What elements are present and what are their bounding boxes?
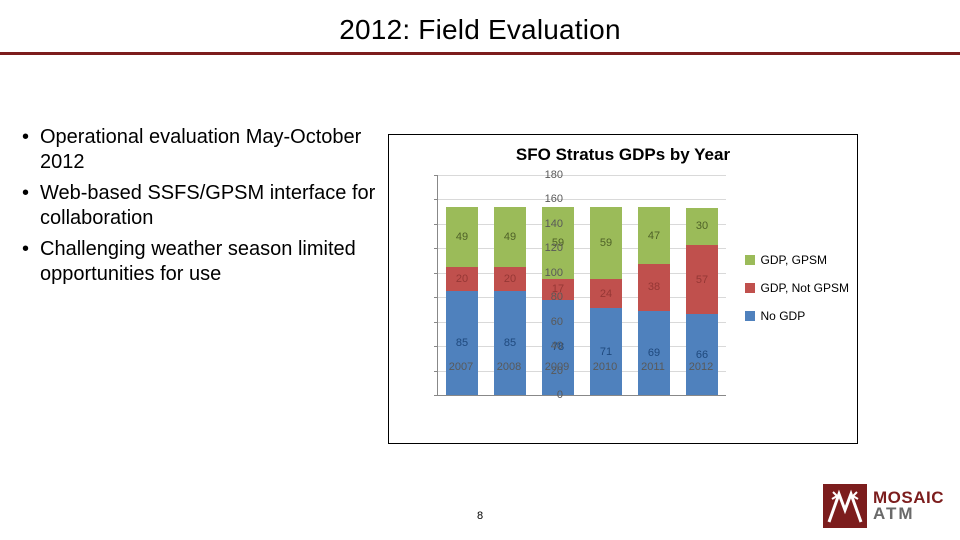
- bar-value-label: 85: [446, 337, 478, 349]
- x-tick-label: 2010: [589, 361, 621, 373]
- chart-container: SFO Stratus GDPs by Year 852049852049781…: [388, 134, 858, 444]
- legend-label: GDP, Not GPSM: [761, 281, 849, 295]
- gridline: [438, 273, 726, 274]
- bar-value-label: 30: [686, 220, 718, 232]
- legend-item: No GDP: [745, 309, 849, 323]
- y-tick-label: 180: [523, 169, 563, 181]
- legend-label: No GDP: [761, 309, 806, 323]
- title-rule: [0, 52, 960, 55]
- logo-line2: ATM: [873, 506, 944, 522]
- mosaic-logo: MOSAIC ATM: [823, 484, 944, 528]
- y-tick: [434, 199, 438, 200]
- x-tick-label: 2012: [685, 361, 717, 373]
- logo-text: MOSAIC ATM: [873, 490, 944, 522]
- bar-value-label: 38: [638, 281, 670, 293]
- page-number: 8: [477, 510, 483, 522]
- y-tick: [434, 322, 438, 323]
- y-tick-label: 100: [523, 267, 563, 279]
- x-tick-label: 2009: [541, 361, 573, 373]
- y-tick: [434, 224, 438, 225]
- bar-value-label: 47: [638, 230, 670, 242]
- y-tick: [434, 346, 438, 347]
- legend-swatch-icon: [745, 283, 755, 293]
- chart-legend: GDP, GPSM GDP, Not GPSM No GDP: [745, 253, 849, 337]
- bullet-list: Operational evaluation May-October 2012 …: [18, 125, 388, 293]
- y-tick: [434, 175, 438, 176]
- y-tick-label: 160: [523, 193, 563, 205]
- y-tick: [434, 371, 438, 372]
- chart-title: SFO Stratus GDPs by Year: [389, 145, 857, 165]
- legend-swatch-icon: [745, 255, 755, 265]
- bullet-item: Operational evaluation May-October 2012: [18, 125, 388, 175]
- y-tick-label: 80: [523, 291, 563, 303]
- gridline: [438, 248, 726, 249]
- y-tick-label: 0: [523, 389, 563, 401]
- bar-value-label: 20: [494, 273, 526, 285]
- legend-label: GDP, GPSM: [761, 253, 827, 267]
- chart-plot-area: 852049852049781759712459693847665730: [437, 175, 726, 396]
- gridline: [438, 322, 726, 323]
- y-tick-label: 40: [523, 340, 563, 352]
- bar-value-label: 66: [686, 349, 718, 361]
- gridline: [438, 199, 726, 200]
- bar-value-label: 71: [590, 346, 622, 358]
- bar-value-label: 85: [494, 337, 526, 349]
- page-title: 2012: Field Evaluation: [0, 0, 960, 46]
- bar-value-label: 49: [494, 231, 526, 243]
- gridline: [438, 371, 726, 372]
- y-tick: [434, 297, 438, 298]
- y-tick: [434, 273, 438, 274]
- bar-value-label: 24: [590, 288, 622, 300]
- bar-value-label: 49: [446, 231, 478, 243]
- bar-value-label: 20: [446, 273, 478, 285]
- y-tick: [434, 248, 438, 249]
- gridline: [438, 346, 726, 347]
- y-tick: [434, 395, 438, 396]
- gridline: [438, 175, 726, 176]
- logo-mark-icon: [823, 484, 867, 528]
- x-tick-label: 2007: [445, 361, 477, 373]
- legend-item: GDP, Not GPSM: [745, 281, 849, 295]
- x-tick-label: 2008: [493, 361, 525, 373]
- y-tick-label: 140: [523, 218, 563, 230]
- legend-item: GDP, GPSM: [745, 253, 849, 267]
- bar-value-label: 69: [638, 347, 670, 359]
- gridline: [438, 297, 726, 298]
- bar-value-label: 57: [686, 274, 718, 286]
- x-tick-label: 2011: [637, 361, 669, 373]
- bar-value-label: 59: [590, 237, 622, 249]
- gridline: [438, 224, 726, 225]
- legend-swatch-icon: [745, 311, 755, 321]
- bullet-item: Challenging weather season limited oppor…: [18, 237, 388, 287]
- bullet-item: Web-based SSFS/GPSM interface for collab…: [18, 181, 388, 231]
- y-tick-label: 60: [523, 316, 563, 328]
- y-tick-label: 120: [523, 242, 563, 254]
